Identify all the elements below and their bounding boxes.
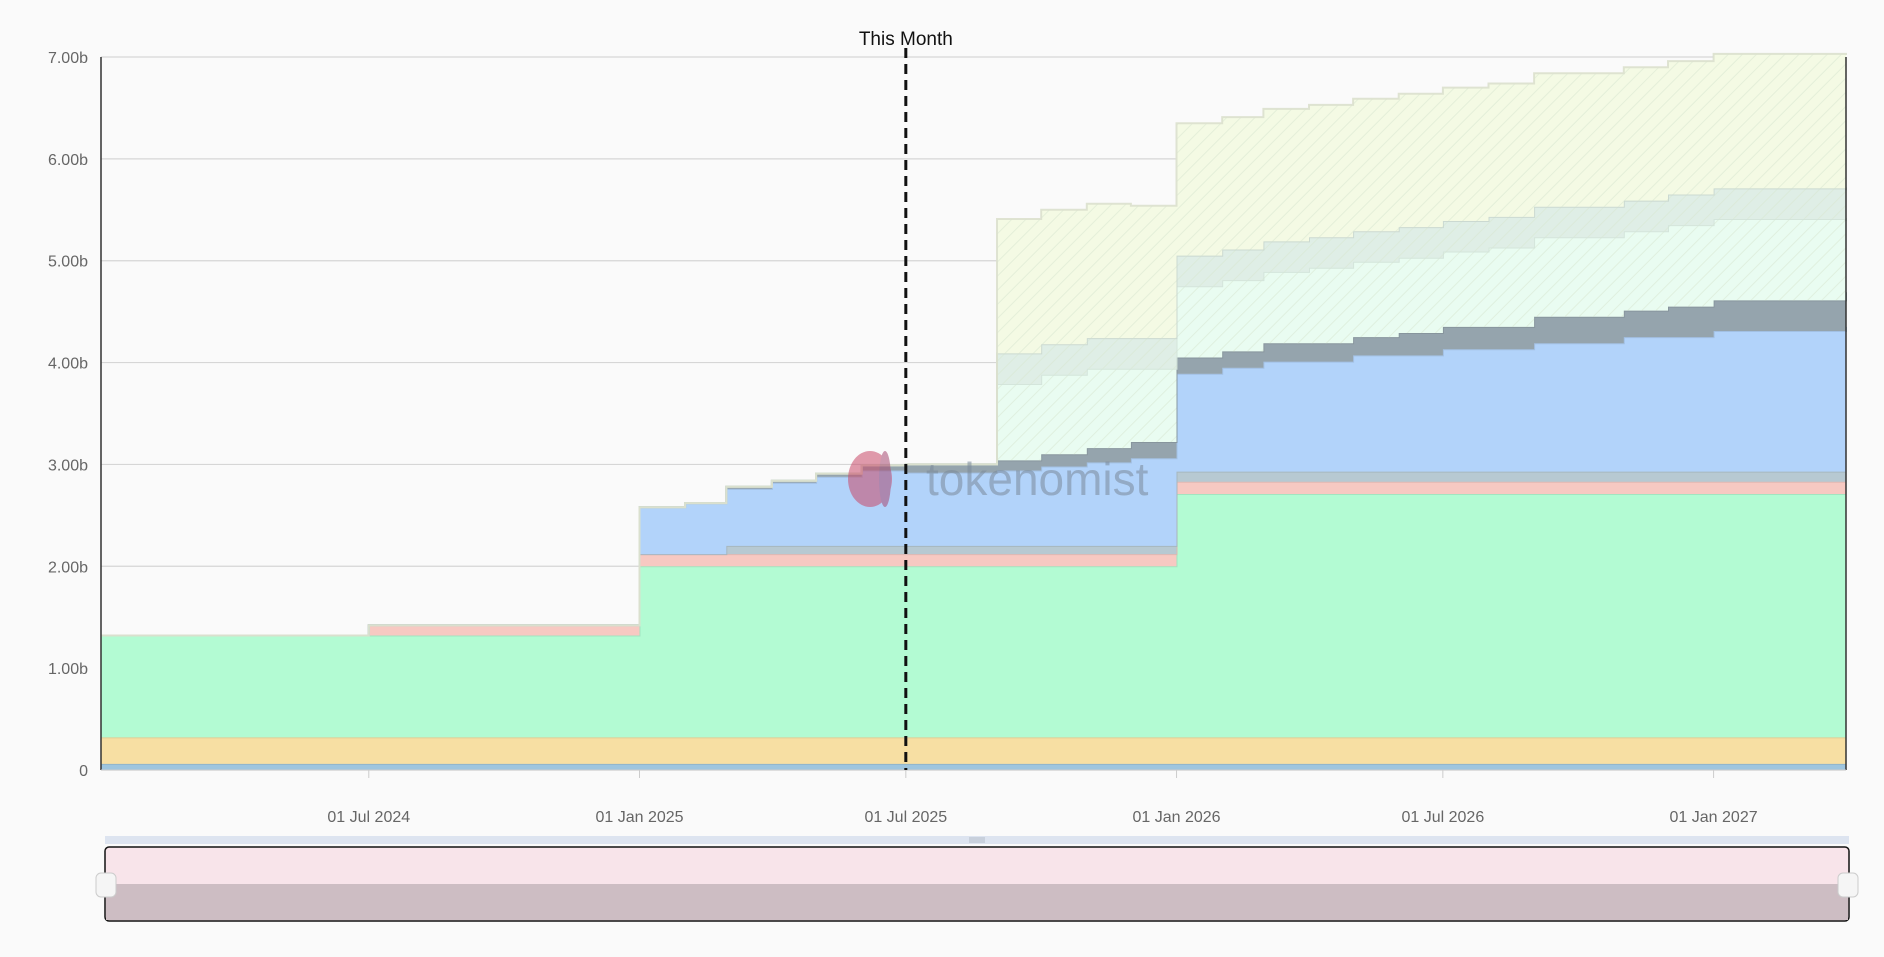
series-hatch-9 xyxy=(101,53,1846,636)
x-tick-label: 01 Jul 2025 xyxy=(864,809,947,826)
this-month-marker: This Month xyxy=(859,29,953,770)
series-area-6 xyxy=(101,292,1846,636)
x-tick-label: 01 Jul 2024 xyxy=(327,809,410,826)
y-tick-label: 6.00b xyxy=(48,152,88,169)
x-tick-label: 01 Jul 2026 xyxy=(1401,809,1484,826)
axes: 0 1.00b 2.00b 3.00b 4.00b 5.00b 6.00b 7.00b 01 J… xyxy=(48,50,1847,826)
y-tick-label: 5.00b xyxy=(48,254,88,271)
series-area-3 xyxy=(101,481,1846,636)
range-navigator[interactable] xyxy=(95,836,1859,922)
watermark-text: tokenomist xyxy=(926,453,1149,505)
navigator-series-preview xyxy=(106,884,1848,920)
series-area-2 xyxy=(101,494,1846,738)
watermark: tokenomist xyxy=(848,451,1149,507)
y-tick-label: 2.00b xyxy=(48,559,88,576)
stacked-areas xyxy=(101,52,1847,770)
x-tick-label: 01 Jan 2027 xyxy=(1670,809,1758,826)
this-month-label: This Month xyxy=(859,29,953,50)
y-tick-label: 7.00b xyxy=(48,50,88,67)
series-area-0 xyxy=(101,763,1846,770)
series-line-9 xyxy=(101,52,1847,637)
series-hatch-7 xyxy=(101,219,1846,636)
y-tick-label: 0 xyxy=(79,763,88,780)
navigator-handle-left[interactable] xyxy=(95,872,117,898)
x-tick-label: 01 Jan 2025 xyxy=(595,809,683,826)
y-tick-label: 4.00b xyxy=(48,356,88,373)
y-tick-label: 3.00b xyxy=(48,457,88,474)
series-area-4 xyxy=(101,471,1846,636)
y-tick-label: 1.00b xyxy=(48,661,88,678)
x-tick-label: 01 Jan 2026 xyxy=(1133,809,1221,826)
navigator-handle-right[interactable] xyxy=(1837,872,1859,898)
navigator-scrollbar-thumb[interactable] xyxy=(969,837,985,843)
series-area-5 xyxy=(101,326,1846,636)
watermark-logo-icon-slice xyxy=(879,451,891,507)
series-area-1 xyxy=(101,737,1846,764)
